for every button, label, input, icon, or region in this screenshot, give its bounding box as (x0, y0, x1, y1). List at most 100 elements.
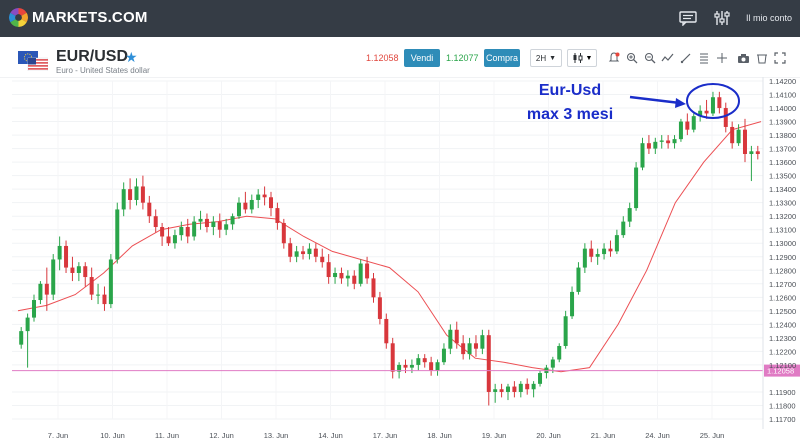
candle-body (243, 202, 248, 210)
favorite-star-icon[interactable]: ★ (125, 49, 138, 65)
candle (198, 210, 203, 230)
alert-icon[interactable] (606, 49, 621, 67)
candle-body (435, 362, 440, 371)
candle (153, 209, 158, 233)
candle (595, 248, 600, 265)
candlestick-chart[interactable]: 1.12058 1.14200 1.14100 1.14000 1.13900 1.13… (0, 77, 800, 443)
x-tick-label: 7. Jun (48, 431, 68, 440)
candle (128, 178, 133, 210)
camera-icon[interactable] (736, 49, 751, 67)
candle-body (140, 186, 145, 203)
brand-name: MARKETS.COM (32, 9, 148, 26)
candle-body (576, 267, 581, 292)
candle (640, 137, 645, 171)
candle-body (134, 186, 139, 200)
candle-body (89, 277, 94, 295)
candle-body (51, 259, 56, 295)
indicator-icon[interactable] (660, 49, 675, 67)
candle (288, 237, 293, 263)
candle-body (493, 389, 498, 392)
candle-body (666, 140, 671, 144)
candle (390, 337, 395, 379)
candle-body (717, 97, 722, 109)
candle-body (422, 358, 427, 363)
candle-body (230, 216, 235, 225)
candle (518, 381, 523, 398)
candle (717, 91, 722, 114)
price-chart[interactable]: 1.12058 1.14200 1.14100 1.14000 1.13900 1.13… (0, 77, 800, 443)
candle-body (704, 110, 709, 114)
timeframe-select[interactable]: 2H ▼ (530, 49, 562, 67)
account-menu-link[interactable]: Il mio conto (745, 13, 792, 23)
candle-body (102, 294, 107, 305)
candle-body (454, 329, 459, 344)
chart-type-select[interactable]: ▼ (567, 49, 597, 67)
candle-body (646, 143, 651, 149)
candle (422, 354, 427, 368)
candle (326, 254, 331, 284)
sliders-icon[interactable] (712, 9, 732, 27)
chart-background (0, 77, 800, 443)
candle-body (19, 331, 24, 345)
candle (755, 145, 760, 160)
candle (121, 182, 126, 217)
fibonacci-icon[interactable] (696, 49, 711, 67)
candle (301, 245, 306, 260)
y-tick-label: 1.13200 (769, 212, 796, 221)
candle (429, 356, 434, 376)
buy-button[interactable]: Compra (484, 49, 520, 67)
y-tick-label: 1.13500 (769, 172, 796, 181)
y-tick-label: 1.12600 (769, 293, 796, 302)
candle-body (499, 389, 504, 392)
crosshair-icon[interactable] (714, 49, 729, 67)
zoom-in-icon[interactable] (624, 49, 639, 67)
candle-body (224, 224, 229, 230)
candle-body (275, 208, 280, 223)
candle-body (634, 167, 639, 209)
candle (70, 256, 75, 282)
candle (531, 381, 536, 398)
sell-button[interactable]: Vendi (404, 49, 440, 67)
candle-body (621, 221, 626, 236)
candle-body (685, 121, 690, 130)
chat-icon[interactable] (678, 9, 698, 27)
candle-body (563, 316, 568, 346)
y-tick-label: 1.12100 (769, 361, 796, 370)
candle-body (70, 267, 75, 273)
candle (666, 135, 671, 149)
candle-body (333, 272, 338, 278)
clear-icon[interactable] (754, 49, 769, 67)
annotation-text-1: Eur-Usd (538, 82, 602, 99)
brand-logo[interactable]: MARKETS.COM (9, 8, 148, 27)
draw-line-icon[interactable] (678, 49, 693, 67)
chart-toolbar (606, 49, 787, 67)
candle (275, 202, 280, 230)
y-tick-label: 1.12400 (769, 320, 796, 329)
timeframe-value: 2H (535, 53, 547, 63)
instrument-title: EUR/USD (56, 48, 129, 65)
candle-body (172, 235, 177, 244)
candle-body (313, 248, 318, 257)
moving-average-line (17, 121, 762, 373)
candle-body (659, 140, 664, 142)
candle (172, 229, 177, 249)
candle (249, 194, 254, 214)
candle-body (742, 129, 747, 155)
candle-body (550, 359, 555, 368)
candle (505, 383, 510, 401)
candle (269, 191, 274, 217)
candle (204, 213, 209, 233)
candle-body (698, 110, 703, 117)
candle-body (678, 121, 683, 140)
zoom-out-icon[interactable] (642, 49, 657, 67)
fullscreen-icon[interactable] (772, 49, 787, 67)
instrument-subtitle: Euro - United States dollar (56, 66, 150, 75)
candle (108, 254, 113, 309)
candle (345, 270, 350, 287)
annotation-ellipse (686, 83, 740, 119)
candle-body (397, 364, 402, 372)
candle-body (64, 245, 69, 268)
candle (672, 135, 677, 149)
candle-body (204, 218, 209, 228)
candle-body (538, 373, 543, 384)
